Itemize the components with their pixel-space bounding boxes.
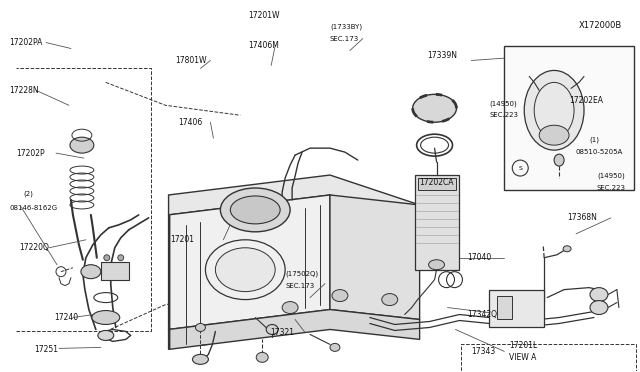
Text: SEC.223: SEC.223 [490,112,518,118]
Text: 17202CA: 17202CA [420,177,454,186]
Text: 17240: 17240 [54,313,78,322]
Ellipse shape [332,290,348,302]
Ellipse shape [413,94,456,122]
Ellipse shape [429,260,445,270]
Text: SEC.173: SEC.173 [330,36,359,42]
Text: 17368N: 17368N [567,214,597,222]
Text: 17342Q: 17342Q [467,310,497,319]
Bar [415,175,460,270]
Ellipse shape [524,70,584,150]
Text: 17202EA: 17202EA [569,96,603,105]
Text: 17201L: 17201L [509,341,538,350]
Text: VIEW A: VIEW A [509,353,537,362]
Text: 17801W: 17801W [175,56,207,65]
Polygon shape [168,175,420,225]
Text: (14950): (14950) [490,100,517,106]
Ellipse shape [104,255,110,261]
Polygon shape [330,195,420,320]
Ellipse shape [330,343,340,352]
Text: X172000B: X172000B [579,21,622,30]
Text: SEC.223: SEC.223 [597,185,626,191]
Ellipse shape [590,288,608,302]
Ellipse shape [70,137,94,153]
Text: 17321: 17321 [270,328,294,337]
Ellipse shape [230,196,280,224]
Text: 08510-5205A: 08510-5205A [575,149,622,155]
Text: 17220Q: 17220Q [19,243,49,252]
Text: 17406: 17406 [179,118,203,127]
Ellipse shape [563,246,571,252]
Text: 17339N: 17339N [428,51,458,60]
Ellipse shape [590,301,608,314]
Text: SEC.173: SEC.173 [285,283,314,289]
Bar [101,262,129,280]
Ellipse shape [81,265,101,279]
Text: 17202P: 17202P [16,149,45,158]
Text: (17502Q): (17502Q) [285,270,318,277]
Text: 17201: 17201 [171,235,195,244]
Ellipse shape [195,324,205,331]
Text: 17406M: 17406M [248,41,279,50]
Text: (1): (1) [589,137,599,144]
Ellipse shape [539,125,569,145]
Text: (2): (2) [23,191,33,197]
Ellipse shape [266,324,278,334]
Ellipse shape [92,311,120,324]
Ellipse shape [554,154,564,166]
Text: (1733BY): (1733BY) [330,23,362,30]
Polygon shape [168,195,330,330]
Text: (14950): (14950) [597,173,625,179]
Bar [418,178,456,190]
Text: 17202PA: 17202PA [9,38,42,47]
Text: 17040: 17040 [467,253,492,262]
Text: 17251: 17251 [34,345,58,354]
Bar [461,344,636,372]
Bar [504,45,634,190]
Ellipse shape [216,248,275,292]
Ellipse shape [98,330,114,340]
Text: 17343: 17343 [472,347,496,356]
Text: 17201W: 17201W [248,11,280,20]
Ellipse shape [118,255,124,261]
Ellipse shape [193,355,209,364]
Text: S: S [518,166,522,171]
Ellipse shape [382,294,397,305]
Text: 08146-8162G: 08146-8162G [9,205,58,211]
Ellipse shape [282,302,298,314]
Polygon shape [168,310,420,349]
Ellipse shape [256,352,268,362]
Bar [497,296,512,320]
Ellipse shape [220,188,290,232]
Text: 17228N: 17228N [9,86,39,95]
Bar [490,290,544,327]
